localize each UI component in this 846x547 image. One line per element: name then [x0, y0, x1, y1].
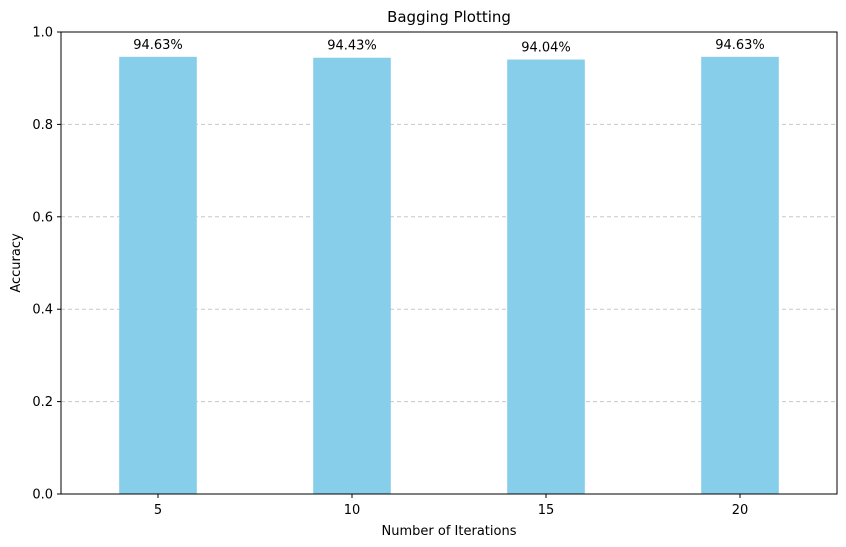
bar-20 [701, 56, 779, 495]
data-label-10: 94.43% [327, 39, 377, 54]
x-axis-title: Number of Iterations [382, 524, 517, 539]
x-axis-ticks: 5 10 15 20 [154, 494, 748, 518]
data-label-20: 94.63% [715, 38, 765, 53]
y-tick-label: 0.6 [32, 210, 53, 225]
bar-5 [119, 56, 197, 495]
bars [119, 56, 779, 495]
data-label-15: 94.04% [521, 41, 571, 56]
data-labels: 94.63% 94.43% 94.04% 94.63% [133, 38, 765, 56]
x-tick-label-5: 5 [154, 503, 162, 518]
y-axis-title: Accuracy [9, 233, 24, 293]
chart-title: Bagging Plotting [387, 8, 511, 26]
bar-15 [507, 59, 585, 495]
y-tick-label: 0.4 [32, 303, 53, 318]
y-tick-label: 0.8 [32, 118, 53, 133]
plot-frame [60, 31, 838, 495]
y-tick-label: 0.0 [32, 488, 53, 503]
y-axis-ticks: 0.0 0.2 0.4 0.6 0.8 1.0 [32, 26, 61, 503]
x-tick-label-15: 15 [538, 503, 555, 518]
y-tick-label: 1.0 [32, 26, 53, 41]
bar-10 [313, 57, 391, 494]
x-tick-label-10: 10 [344, 503, 361, 518]
x-tick-label-20: 20 [732, 503, 749, 518]
data-label-5: 94.63% [133, 38, 183, 53]
y-tick-label: 0.2 [32, 395, 53, 410]
